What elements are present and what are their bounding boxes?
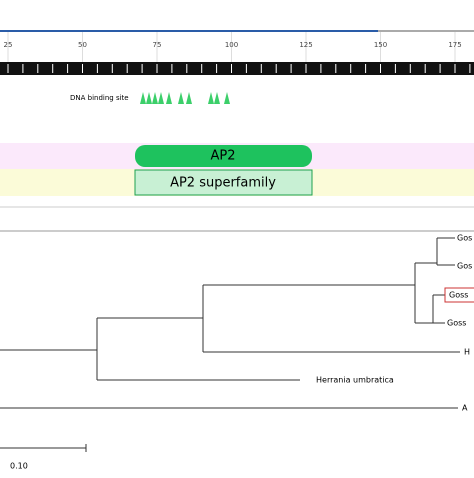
leaf-label: Goss	[447, 319, 466, 328]
ruler-label: 125	[299, 41, 312, 49]
site-label: DNA binding site	[70, 94, 129, 102]
ap2-domain	[135, 145, 312, 167]
ap2-label: AP2	[210, 149, 235, 164]
leaf-label: A	[462, 404, 468, 413]
site-marker	[158, 92, 164, 104]
leaf-label: Gos	[457, 234, 472, 243]
scale-label: 0.10	[10, 462, 28, 471]
site-marker	[224, 92, 230, 104]
ruler-label: 175	[448, 41, 461, 49]
tree-branches	[0, 237, 460, 409]
site-marker	[214, 92, 220, 104]
leaf-label: Goss	[449, 291, 468, 300]
site-marker	[140, 92, 146, 104]
leaf-label: Gos	[457, 262, 472, 271]
ruler-label: 100	[225, 41, 238, 49]
binding-sites: DNA binding site	[70, 92, 230, 104]
ruler-bar	[0, 62, 474, 75]
site-marker	[208, 92, 214, 104]
superfamily-label: AP2 superfamily	[170, 176, 276, 191]
ruler-label: 50	[78, 41, 87, 49]
leaf-label: H	[464, 348, 470, 357]
site-marker	[146, 92, 152, 104]
leaf-label: Herrania umbratica	[316, 376, 394, 385]
highlight-box	[444, 287, 474, 303]
ap2-superfamily	[134, 169, 313, 196]
ruler-label: 25	[4, 41, 13, 49]
site-marker	[152, 92, 158, 104]
site-marker	[166, 92, 172, 104]
ruler-label: 75	[153, 41, 162, 49]
site-marker	[186, 92, 192, 104]
site-marker	[178, 92, 184, 104]
ruler-label: 150	[374, 41, 387, 49]
